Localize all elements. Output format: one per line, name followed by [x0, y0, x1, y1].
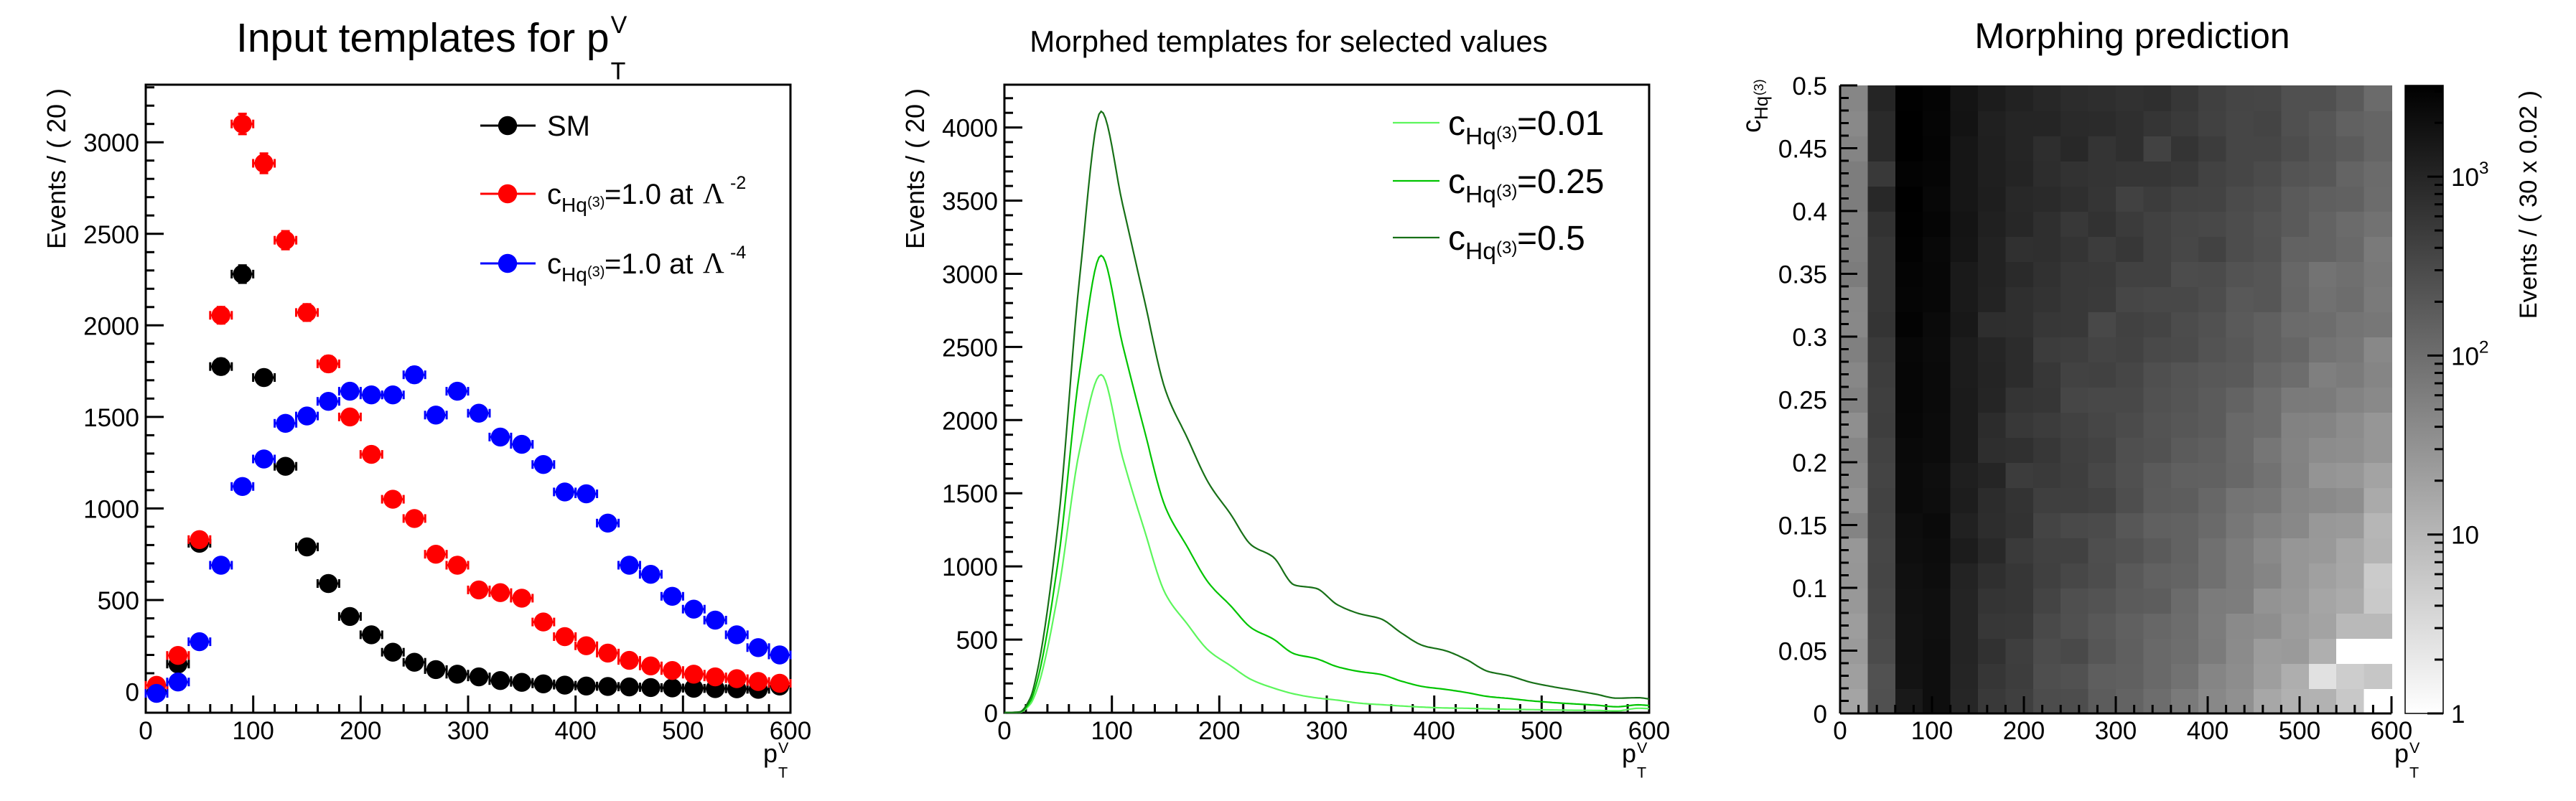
svg-text:Morphed templates for selected: Morphed templates for selected values: [1030, 24, 1547, 58]
svg-text:100: 100: [232, 717, 274, 745]
svg-text:2000: 2000: [942, 407, 998, 435]
svg-text:3500: 3500: [942, 188, 998, 216]
svg-text:p: p: [2394, 739, 2409, 768]
svg-text:0.25: 0.25: [1778, 387, 1827, 415]
svg-text:10: 10: [2451, 522, 2479, 550]
svg-text:10: 10: [2451, 342, 2479, 370]
svg-text:Λ: Λ: [703, 246, 724, 279]
svg-text:c: c: [547, 248, 561, 280]
svg-text:2: 2: [2479, 337, 2489, 357]
svg-text:=0.01: =0.01: [1517, 105, 1604, 143]
svg-text:600: 600: [770, 717, 811, 745]
svg-text:SM: SM: [547, 111, 590, 142]
svg-text:1500: 1500: [83, 404, 139, 432]
svg-text:1000: 1000: [83, 495, 139, 523]
svg-text:T: T: [778, 764, 788, 782]
svg-text:0.1: 0.1: [1792, 575, 1827, 603]
svg-text:200: 200: [2003, 717, 2045, 745]
svg-text:500: 500: [2279, 717, 2320, 745]
svg-text:0: 0: [1814, 701, 1827, 729]
svg-text:0.5: 0.5: [1792, 72, 1827, 100]
svg-text:1000: 1000: [942, 553, 998, 581]
svg-text:500: 500: [662, 717, 704, 745]
svg-text:100: 100: [1091, 717, 1132, 745]
svg-text:0.2: 0.2: [1792, 449, 1827, 477]
svg-text:Hq: Hq: [1465, 238, 1496, 265]
svg-text:300: 300: [447, 717, 489, 745]
svg-text:400: 400: [1413, 717, 1455, 745]
svg-text:(3): (3): [1496, 123, 1517, 143]
svg-text:(3): (3): [587, 264, 605, 280]
svg-text:T: T: [2409, 764, 2419, 782]
svg-text:T: T: [1637, 764, 1646, 782]
svg-text:Events / ( 20 ): Events / ( 20 ): [900, 88, 930, 249]
svg-text:Hq: Hq: [561, 194, 587, 216]
svg-text:Λ: Λ: [703, 177, 724, 210]
svg-text:600: 600: [2371, 717, 2412, 745]
svg-text:500: 500: [1521, 717, 1562, 745]
svg-text:100: 100: [1911, 717, 1953, 745]
svg-text:200: 200: [1198, 717, 1240, 745]
svg-text:(3): (3): [1496, 182, 1517, 201]
svg-text:(3): (3): [587, 195, 605, 210]
svg-text:Hq: Hq: [1752, 96, 1772, 120]
svg-text:0: 0: [139, 717, 152, 745]
svg-text:c: c: [1737, 120, 1766, 134]
svg-text:0.45: 0.45: [1778, 136, 1827, 164]
svg-text:c: c: [1448, 163, 1465, 201]
svg-text:3000: 3000: [83, 129, 139, 157]
svg-text:0: 0: [997, 717, 1011, 745]
svg-text:0: 0: [1833, 717, 1847, 745]
svg-text:(3): (3): [1751, 79, 1766, 95]
svg-text:V: V: [778, 739, 789, 756]
svg-text:c: c: [1448, 105, 1465, 143]
svg-text:Hq: Hq: [1465, 123, 1496, 150]
svg-text:1500: 1500: [942, 480, 998, 508]
svg-text:300: 300: [1306, 717, 1348, 745]
svg-text:Events / ( 30 x 0.02 ): Events / ( 30 x 0.02 ): [2515, 90, 2542, 319]
svg-text:-2: -2: [730, 173, 746, 193]
svg-text:V: V: [611, 11, 627, 39]
svg-text:200: 200: [340, 717, 381, 745]
svg-text:p: p: [763, 739, 778, 768]
svg-text:0.35: 0.35: [1778, 261, 1827, 289]
svg-text:600: 600: [1628, 717, 1670, 745]
svg-text:0.3: 0.3: [1792, 324, 1827, 352]
svg-text:=0.5: =0.5: [1517, 220, 1585, 258]
svg-text:Events / ( 20 ): Events / ( 20 ): [42, 88, 71, 249]
svg-text:p: p: [1622, 739, 1636, 768]
svg-text:c: c: [1448, 220, 1465, 258]
svg-text:400: 400: [2187, 717, 2229, 745]
svg-text:0: 0: [984, 700, 998, 728]
svg-text:T: T: [611, 58, 626, 85]
svg-text:2500: 2500: [83, 221, 139, 249]
svg-text:300: 300: [2095, 717, 2137, 745]
svg-text:0.4: 0.4: [1792, 198, 1827, 226]
svg-text:=1.0 at: =1.0 at: [605, 248, 693, 280]
svg-text:c: c: [547, 179, 561, 210]
svg-text:Input templates for p: Input templates for p: [236, 15, 610, 61]
svg-text:0.05: 0.05: [1778, 638, 1827, 666]
svg-text:Hq: Hq: [1465, 182, 1496, 208]
svg-text:=1.0 at: =1.0 at: [605, 179, 693, 210]
svg-text:400: 400: [554, 717, 596, 745]
svg-text:V: V: [1637, 739, 1648, 756]
svg-text:10: 10: [2451, 164, 2479, 192]
svg-text:3000: 3000: [942, 261, 998, 289]
svg-text:0.15: 0.15: [1778, 512, 1827, 540]
svg-text:=0.25: =0.25: [1517, 163, 1604, 201]
svg-text:V: V: [2409, 739, 2420, 756]
svg-text:2500: 2500: [942, 334, 998, 362]
svg-text:4000: 4000: [942, 115, 998, 143]
svg-text:500: 500: [956, 627, 998, 655]
svg-text:Hq: Hq: [561, 263, 587, 286]
svg-text:0: 0: [126, 679, 139, 707]
svg-text:(3): (3): [1496, 238, 1517, 258]
svg-text:2000: 2000: [83, 312, 139, 340]
svg-text:-4: -4: [730, 243, 746, 263]
svg-text:3: 3: [2479, 159, 2489, 178]
svg-text:1: 1: [2451, 701, 2465, 729]
svg-text:500: 500: [98, 587, 139, 615]
svg-text:Morphing prediction: Morphing prediction: [1974, 16, 2290, 56]
